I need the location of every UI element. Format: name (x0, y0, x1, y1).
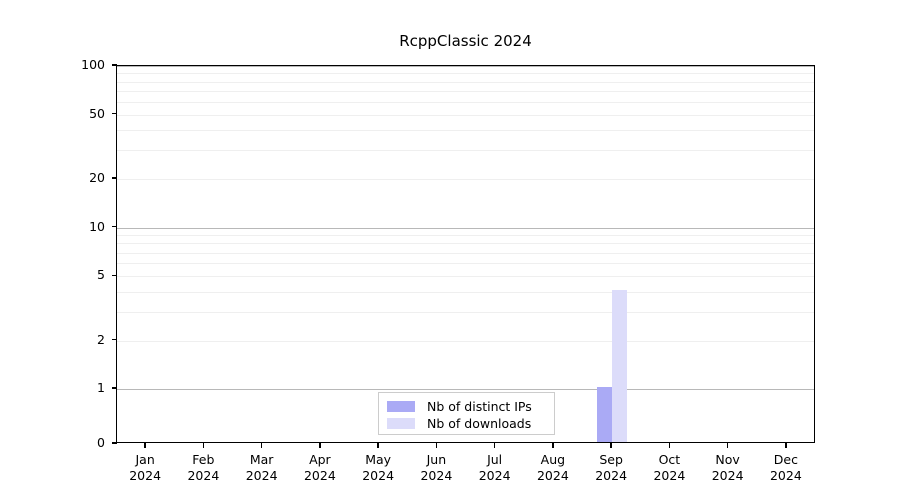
gridline (117, 130, 814, 132)
x-axis-tick-label: Feb 2024 (168, 452, 238, 483)
x-axis-tick-label-line: 2024 (245, 467, 278, 483)
legend-item[interactable]: Nb of distinct IPs (387, 398, 554, 415)
gridline (117, 252, 814, 254)
x-axis-tick-label-line: Jul (487, 452, 503, 467)
legend-swatch-downloads (387, 418, 415, 429)
legend-label-downloads: Nb of downloads (427, 415, 532, 431)
gridline (117, 73, 814, 75)
x-axis-tick-mark (785, 443, 787, 448)
y-axis-tick-mark (112, 387, 117, 389)
gridline (117, 389, 814, 391)
y-axis-tick-label: 0 (97, 435, 105, 450)
y-axis-tick-mark (112, 177, 117, 179)
y-axis-tick-mark (112, 225, 117, 228)
x-axis-tick-label-line: Mar (249, 452, 274, 467)
x-axis-tick-mark (202, 443, 205, 448)
gridline (117, 340, 814, 342)
x-axis-tick-mark (319, 443, 321, 448)
x-axis-tick-label-line: 2024 (129, 467, 162, 483)
x-axis-tick-mark (668, 443, 671, 448)
gridline (117, 66, 814, 67)
gridline (117, 291, 814, 293)
x-axis-tick-label: Sep 2024 (576, 452, 646, 483)
x-axis-tick-label-line: Feb (192, 452, 215, 467)
y-axis-tick-label: 100 (81, 57, 105, 72)
y-axis-tick-mark (112, 112, 117, 115)
x-axis-tick-label-line: Apr (309, 452, 331, 467)
page-title: RcppClassic 2024 (399, 32, 532, 50)
x-axis-tick-label-line: May (365, 452, 392, 467)
plot-area (116, 65, 815, 443)
gridlines (117, 66, 814, 442)
y-axis-tick-mark (112, 274, 117, 276)
x-axis-tick-label-line: 2024 (536, 467, 569, 483)
x-axis-tick-mark (493, 443, 496, 448)
y-axis-tick-mark (112, 442, 117, 444)
y-axis-tick-mark (112, 64, 117, 66)
x-axis-tick-label-line: 2024 (595, 467, 628, 483)
bar-sep-2024-distinct-ips (596, 387, 613, 442)
gridline (117, 276, 814, 278)
x-axis-tick-label-line: 2024 (420, 467, 453, 483)
y-axis-tick-label: 20 (89, 169, 105, 185)
x-axis-tick-label-line: Oct (658, 452, 681, 467)
y-axis-tick-label: 2 (97, 331, 105, 347)
x-axis-tick-label: Jun 2024 (401, 452, 471, 483)
x-axis-tick-label-line: 2024 (711, 467, 744, 483)
gridline (117, 227, 814, 229)
y-axis-tick-label: 5 (97, 267, 105, 283)
x-axis-tick-label-line: 2024 (769, 467, 802, 483)
x-axis-tick-mark (610, 443, 612, 448)
x-axis-tick-mark (552, 443, 554, 448)
y-axis-tick-label: 10 (89, 218, 105, 234)
gridline (117, 101, 814, 103)
x-axis-tick-mark (377, 443, 379, 448)
x-axis-tick-label-line: 2024 (653, 467, 686, 483)
y-axis-tick-label: 1 (97, 380, 105, 396)
x-axis-tick-label-line: Aug (540, 452, 566, 467)
x-axis-tick-label: Dec 2024 (751, 452, 821, 483)
legend-item[interactable]: Nb of downloads (387, 415, 554, 432)
x-axis-tick-label: Jan 2024 (110, 452, 180, 483)
legend-label-distinct-ips: Nb of distinct IPs (427, 398, 532, 414)
x-axis-tick-label: May 2024 (343, 452, 413, 483)
x-axis-tick-label: Jul 2024 (460, 452, 530, 483)
y-axis-tick-label: 50 (89, 105, 105, 121)
gridline (117, 234, 814, 236)
gridline (117, 263, 814, 265)
y-axis-tick-mark (112, 338, 117, 341)
x-axis-tick-mark (144, 443, 146, 448)
gridline (117, 178, 814, 180)
x-axis-tick-label-line: Jun (426, 452, 447, 467)
x-axis-tick-label-line: Dec (773, 452, 798, 467)
y-axis-tick-labels: 0 1 2 5 10 20 50 100 (60, 58, 105, 449)
x-axis-tick-label-line: Nov (715, 452, 740, 467)
gridline (117, 81, 814, 83)
gridline (117, 312, 814, 314)
gridline (117, 114, 814, 116)
x-axis-tick-label-line: 2024 (187, 467, 220, 483)
bar-sep-2024-downloads (612, 289, 628, 442)
legend: Nb of distinct IPs Nb of downloads (378, 392, 555, 435)
x-axis-tick-label-line: 2024 (362, 467, 395, 483)
x-axis-tick-label: Apr 2024 (285, 452, 355, 483)
x-axis-tick-mark (260, 443, 263, 448)
x-axis-tick-mark (435, 443, 438, 448)
gridline (117, 91, 814, 93)
x-axis-tick-label-line: Sep (599, 452, 623, 467)
bars-layer (117, 66, 814, 442)
x-axis-tick-label: Aug 2024 (518, 452, 588, 483)
x-axis-tick-label-line: Jan (135, 452, 155, 467)
gridline (117, 243, 814, 245)
legend-swatch-distinct-ips (387, 401, 415, 412)
x-axis-tick-label-line: 2024 (303, 467, 336, 483)
x-axis-tick-label: Oct 2024 (634, 452, 704, 483)
x-axis-tick-label-line: 2024 (478, 467, 511, 483)
gridline (117, 150, 814, 152)
x-axis-tick-label: Mar 2024 (227, 452, 297, 483)
x-axis-tick-mark (726, 443, 729, 448)
x-axis-tick-label: Nov 2024 (693, 452, 763, 483)
